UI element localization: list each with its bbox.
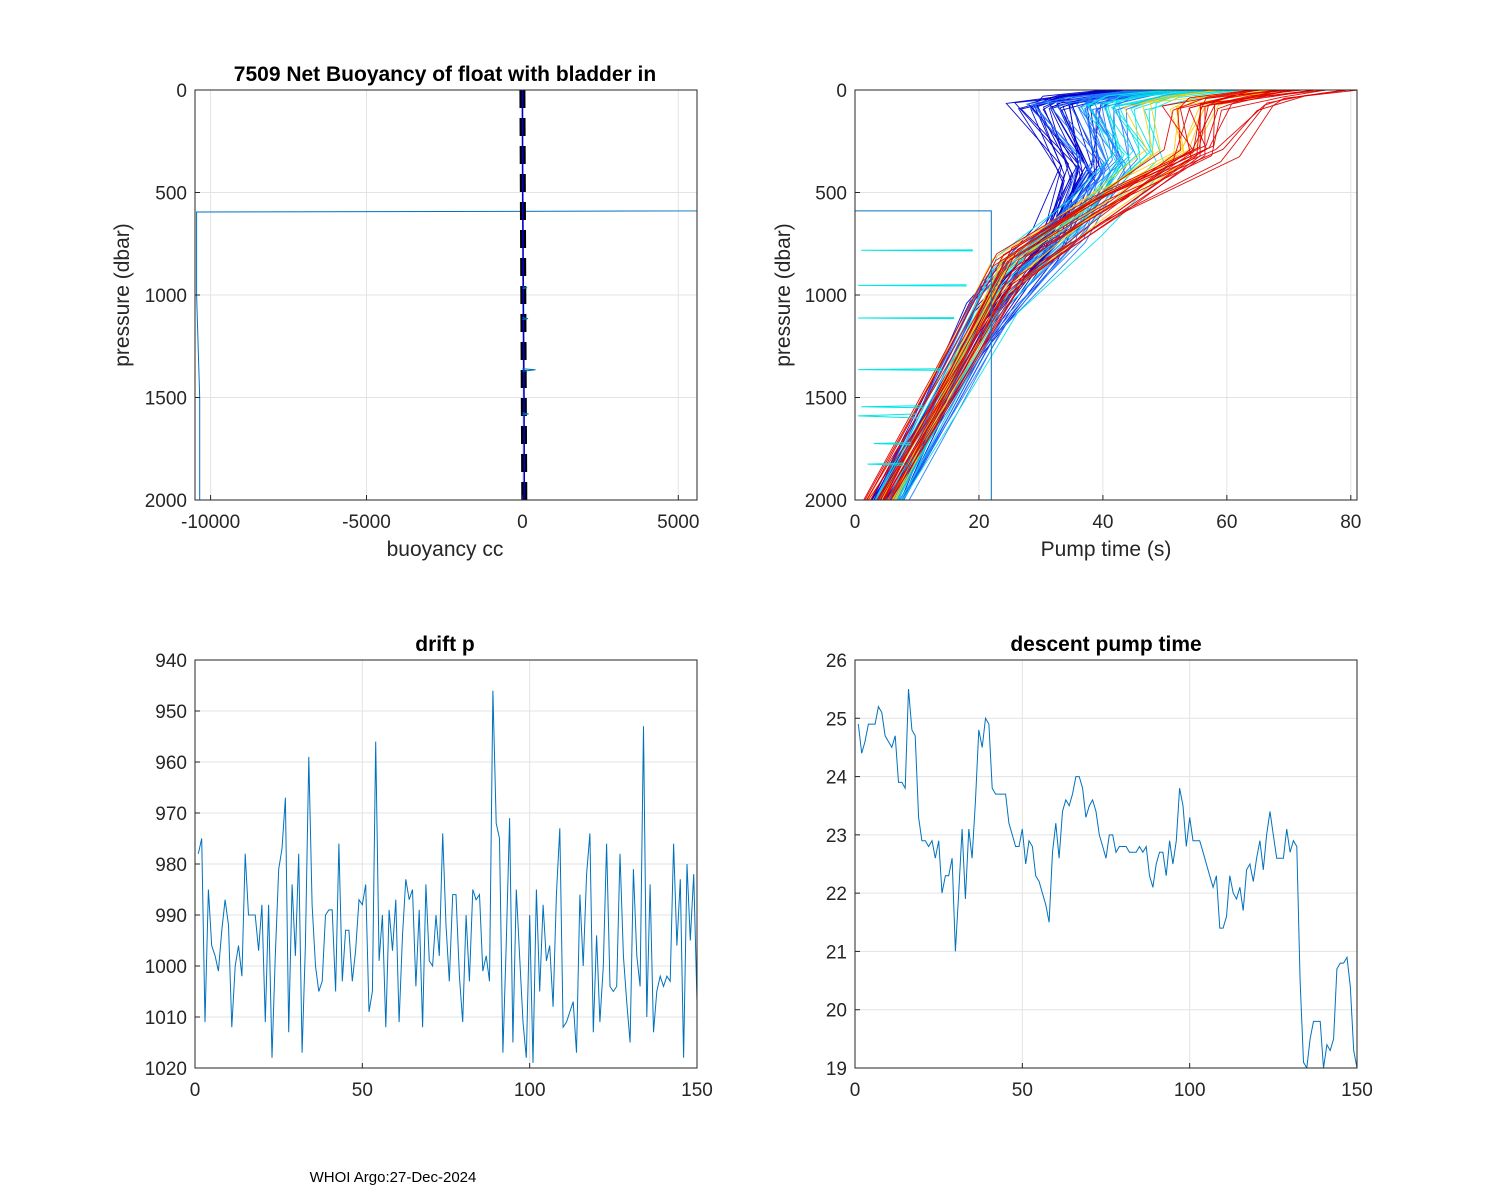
descentpump-ytick-label: 25 [826,709,847,730]
pumptime-series-4 [858,368,942,371]
descentpump-grid [855,660,1357,1068]
buoyancy-series-0 [196,90,697,500]
driftp-series-line [197,690,697,1063]
pumptime-ytick-label: 1000 [805,286,847,307]
driftp-title: drift p [415,633,474,656]
buoyancy-xlabel: buoyancy cc [387,538,504,561]
descentpump-series-line [857,689,1357,1068]
pumptime-xtick-label: 0 [850,512,861,533]
pumptime-profile-line [890,90,1253,500]
pumptime-xtick-label: 40 [1092,512,1113,533]
driftp-xtick-label: 100 [514,1080,546,1101]
descentpump-axes-box [854,659,1358,1069]
descentpump-ytick-label: 21 [826,942,847,963]
buoyancy-series-4 [522,317,529,321]
pumptime-profile-line [902,90,1255,500]
buoyancy-panel: 7509 Net Buoyancy of float with bladder … [111,63,699,561]
pumptime-series-1 [861,249,973,252]
driftp-ytick-label: 1020 [145,1059,187,1080]
buoyancy-xtick-label: -5000 [342,512,391,533]
buoyancy-title: 7509 Net Buoyancy of float with bladder … [234,63,656,86]
pumptime-plot-area [855,90,1357,500]
buoyancy-ytick-label: 2000 [145,491,187,512]
pumptime-ytick-label: 500 [815,184,847,205]
buoyancy-xtick-label: -10000 [181,512,240,533]
buoyancy-plot-area [196,90,697,500]
buoyancy-series-3 [522,286,528,290]
buoyancy-series-6 [522,412,529,416]
footer-timestamp: WHOI Argo:27-Dec-2024 [310,1169,477,1186]
descentpump-xtick-label: 150 [1341,1080,1373,1101]
descentpump-ytick-label: 23 [826,826,847,847]
driftp-ytick-label: 990 [155,906,187,927]
driftp-ytick-label: 1000 [145,957,187,978]
driftp-ytick-label: 970 [155,804,187,825]
pumptime-profile-line [866,90,1252,500]
pumptime-profile-line [864,90,1316,500]
pumptime-ylabel: pressure (dbar) [772,223,795,367]
descentpump-xtick-label: 100 [1174,1080,1206,1101]
driftp-xtick-label: 50 [352,1080,373,1101]
pumptime-ytick-label: 1500 [805,389,847,410]
buoyancy-series-2 [521,90,526,500]
pumptime-series-6 [858,413,918,419]
pumptime-xtick-label: 20 [968,512,989,533]
descentpump-ytick-label: 19 [826,1059,847,1080]
pumptime-profile-line [863,90,1302,500]
descentpump-ytick-label: 22 [826,884,847,905]
descentpump-xtick-label: 0 [850,1080,861,1101]
driftp-panel: drift p 0 50 100 150 940 950 960 970 980 990 1000 1… [145,633,713,1101]
pumptime-profile-line [888,90,1261,500]
driftp-ytick-label: 1010 [145,1008,187,1029]
driftp-xtick-label: 0 [190,1080,201,1101]
pumptime-profile-line [878,90,1326,500]
pumptime-profile-line [891,90,1205,500]
buoyancy-grid [195,90,697,500]
driftp-ytick-label: 950 [155,702,187,723]
pumptime-series-3 [858,317,955,320]
descentpump-xtick-label: 50 [1012,1080,1033,1101]
buoyancy-xtick-label: 5000 [657,512,699,533]
pumptime-panel: Pump time (s) pressure (dbar) 0 20 40 60 80 0… [772,81,1361,561]
descentpump-ytick-label: 20 [826,1001,847,1022]
driftp-grid [195,660,697,1068]
driftp-ytick-label: 940 [155,651,187,672]
pumptime-profile-line [867,90,1216,500]
buoyancy-ytick-label: 1500 [145,389,187,410]
buoyancy-ytick-label: 1000 [145,286,187,307]
descentpump-plot-area [857,689,1357,1068]
pumptime-profile-line [886,90,1280,500]
buoyancy-ylabel: pressure (dbar) [111,223,134,367]
pumptime-series-0 [855,210,992,500]
pumptime-profile-line [883,90,1346,500]
pumptime-profile-line [870,90,1327,500]
descentpump-panel: descent pump time 0 50 100 150 19 20 21 22 23 24 2… [826,633,1373,1101]
driftp-ytick-label: 980 [155,855,187,876]
pumptime-series-5 [861,405,924,409]
pumptime-xlabel: Pump time (s) [1041,538,1172,561]
buoyancy-series-5 [522,368,536,372]
pumptime-xtick-label: 60 [1216,512,1237,533]
pumptime-xtick-label: 80 [1340,512,1361,533]
pumptime-profile-line [883,90,1293,500]
pumptime-series-8 [867,462,905,466]
descentpump-ytick-label: 26 [826,651,847,672]
driftp-xtick-label: 150 [681,1080,713,1101]
pumptime-series-2 [858,284,967,287]
buoyancy-xtick-label: 0 [517,512,528,533]
pumptime-profile-line [881,90,1285,500]
buoyancy-ytick-label: 500 [155,184,187,205]
descentpump-title: descent pump time [1010,633,1201,656]
descentpump-ytick-label: 24 [826,768,848,789]
driftp-plot-area [197,690,697,1063]
pumptime-series-7 [873,442,911,446]
buoyancy-ytick-label: 0 [176,81,187,102]
pumptime-ytick-label: 0 [836,81,847,102]
pumptime-ytick-label: 2000 [805,491,847,512]
driftp-ytick-label: 960 [155,753,187,774]
